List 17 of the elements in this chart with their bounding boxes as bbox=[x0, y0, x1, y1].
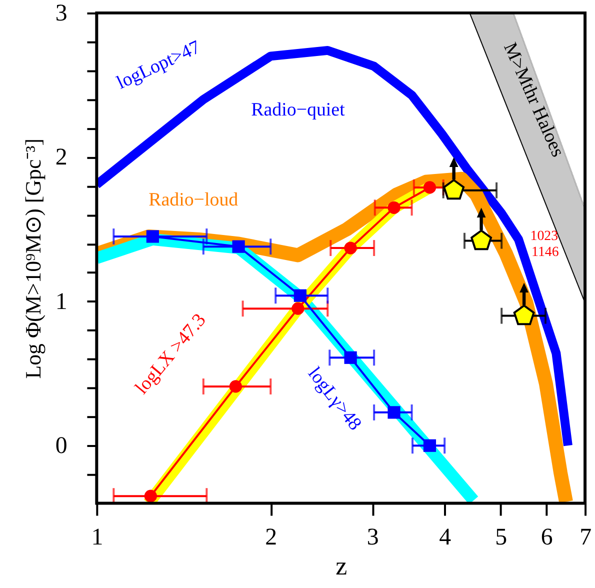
annotation: Radio−loud bbox=[148, 189, 239, 210]
y-tick-label: 0 bbox=[55, 433, 68, 460]
y-tick-label: 1 bbox=[55, 288, 68, 315]
x-tick-label: 2 bbox=[265, 524, 278, 551]
x-tick-label: 6 bbox=[540, 524, 553, 551]
y-tick-label: 2 bbox=[55, 144, 68, 171]
x-tick-label: 1 bbox=[91, 524, 104, 551]
x-tick-label: 5 bbox=[495, 524, 508, 551]
x-tick-label: 3 bbox=[366, 524, 379, 551]
y-tick-label: 3 bbox=[55, 0, 68, 26]
x-axis-title: z bbox=[336, 552, 348, 581]
annotation: Radio−quiet bbox=[251, 100, 346, 121]
x-tick-label: 7 bbox=[580, 524, 592, 551]
annotation: 1146 bbox=[531, 245, 559, 260]
x-tick-label: 4 bbox=[439, 524, 452, 551]
y-axis-title: Log Φ(M>10⁹M⊙) [Gpc⁻³] bbox=[20, 138, 46, 379]
annotation: 1023 bbox=[530, 229, 558, 244]
